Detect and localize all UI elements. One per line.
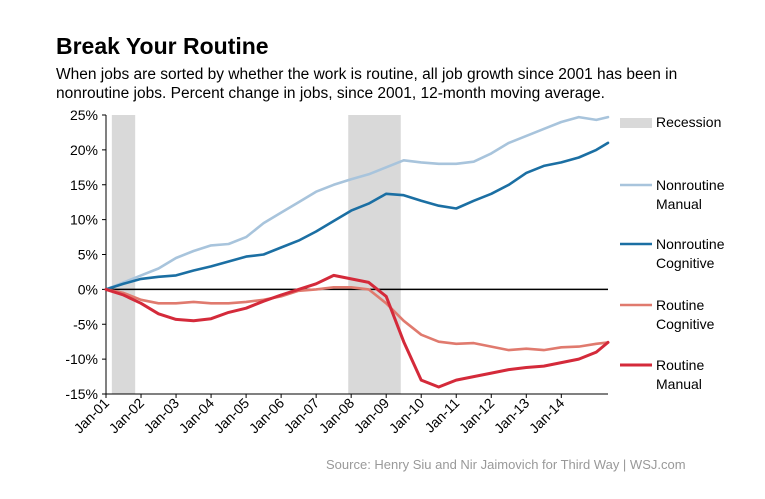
y-tick-label: -10% — [65, 351, 98, 367]
y-tick-label: 5% — [78, 247, 98, 263]
legend-label-routine-manual: Manual — [656, 376, 702, 392]
recession-band-1 — [348, 115, 401, 394]
series-line-routine-cognitive — [104, 286, 610, 352]
y-tick-label: -15% — [65, 386, 98, 402]
legend-label-routine-cognitive: Cognitive — [656, 316, 715, 332]
legend-label-routine-manual: Routine — [656, 357, 704, 373]
y-tick-label: 20% — [70, 142, 98, 158]
x-tick-label: Jan-11 — [421, 395, 462, 436]
legend-label-nonroutine-manual: Nonroutine — [656, 177, 725, 193]
x-tick-label: Jan-02 — [106, 395, 148, 437]
chart-source: Source: Henry Siu and Nir Jaimovich for … — [326, 457, 686, 472]
x-tick-label: Jan-05 — [211, 395, 253, 437]
legend-label-nonroutine-manual: Manual — [656, 196, 702, 212]
x-tick-label: Jan-08 — [316, 395, 358, 437]
x-tick-label: Jan-10 — [386, 395, 428, 437]
x-tick-label: Jan-06 — [246, 395, 288, 437]
x-tick-label: Jan-03 — [141, 395, 183, 437]
x-tick-label: Jan-12 — [456, 395, 498, 437]
x-tick-label: Jan-14 — [526, 395, 568, 437]
series-line-nonroutine-cognitive — [104, 141, 610, 291]
x-tick-label: Jan-13 — [491, 395, 533, 437]
y-tick-label: 25% — [70, 107, 98, 123]
x-tick-label: Jan-04 — [176, 395, 218, 437]
legend-swatch-recession — [620, 118, 652, 128]
series-line-routine-manual — [104, 273, 610, 389]
legend-label-nonroutine-cognitive: Nonroutine — [656, 236, 725, 252]
x-tick-label: Jan-07 — [281, 395, 323, 437]
y-tick-label: 10% — [70, 212, 98, 228]
recession-band-0 — [111, 115, 136, 394]
x-tick-label: Jan-09 — [351, 395, 393, 437]
y-tick-label: 0% — [78, 281, 98, 297]
chart-title: Break Your Routine — [56, 33, 269, 59]
y-tick-label: -5% — [73, 316, 98, 332]
chart-subtitle: When jobs are sorted by whether the work… — [56, 66, 678, 102]
y-tick-label: 15% — [70, 177, 98, 193]
series-line-nonroutine-manual — [104, 115, 610, 291]
legend-label-recession: Recession — [656, 114, 721, 130]
legend-label-routine-cognitive: Routine — [656, 297, 704, 313]
legend-label-nonroutine-cognitive: Cognitive — [656, 255, 715, 271]
